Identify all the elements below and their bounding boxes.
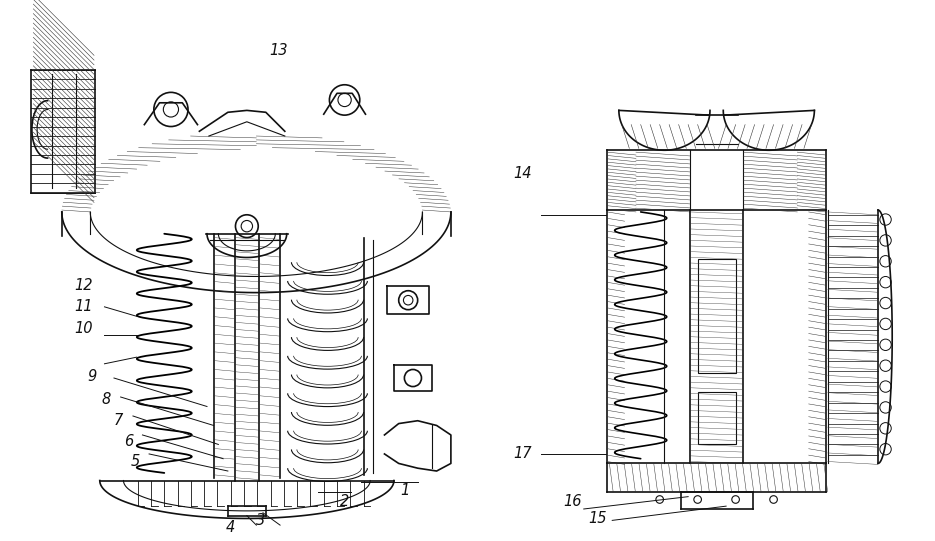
Text: 7: 7 xyxy=(114,413,123,428)
Text: 4: 4 xyxy=(226,520,236,536)
Bar xyxy=(698,392,736,445)
Text: 12: 12 xyxy=(75,278,93,293)
Text: 1: 1 xyxy=(401,483,410,498)
Text: 11: 11 xyxy=(75,299,93,314)
Bar xyxy=(698,259,736,373)
Text: 9: 9 xyxy=(88,368,97,384)
Text: 16: 16 xyxy=(563,494,582,509)
Text: 13: 13 xyxy=(269,43,287,58)
Text: 6: 6 xyxy=(123,434,133,449)
Text: 17: 17 xyxy=(512,446,531,461)
Text: 14: 14 xyxy=(512,167,531,181)
Text: 5: 5 xyxy=(131,454,140,469)
Text: 15: 15 xyxy=(589,511,607,526)
Text: 2: 2 xyxy=(340,494,350,509)
Text: 3: 3 xyxy=(256,513,266,528)
Text: 8: 8 xyxy=(102,392,111,407)
Text: 10: 10 xyxy=(75,321,93,336)
